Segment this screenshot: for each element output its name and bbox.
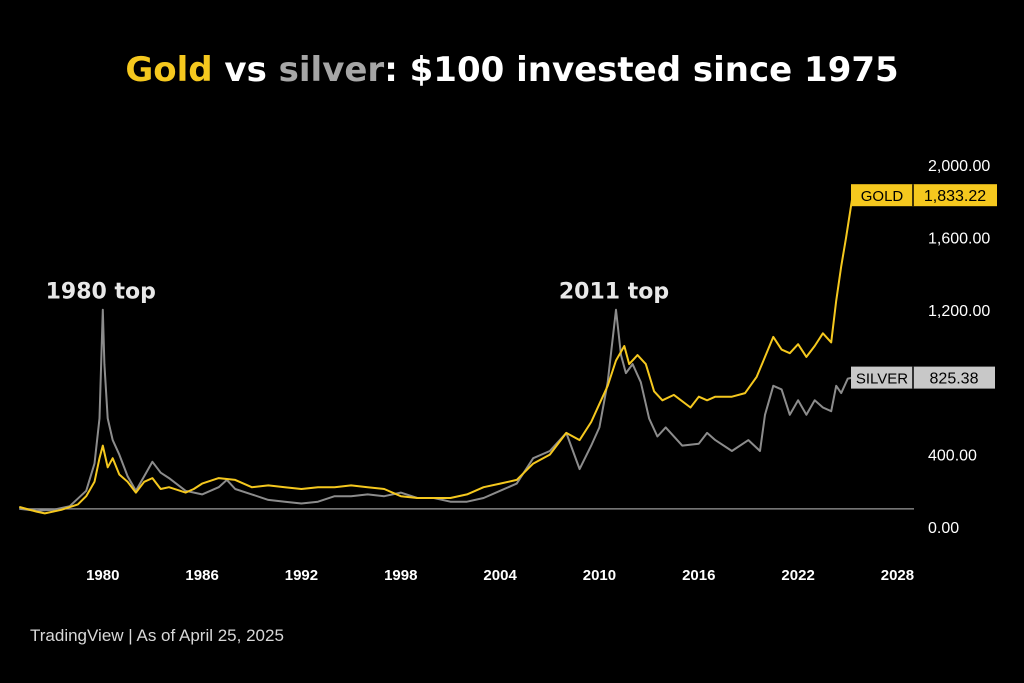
x-tick-label: 2028 [881,567,914,584]
series-tag-name-silver: SILVER [856,371,908,388]
series-tag-name-box-silver [851,366,913,389]
x-tick-label: 2004 [483,567,517,584]
series-tag-name-box-gold [851,184,913,207]
x-tick-label: 2016 [682,567,715,584]
annotation-label: 1980 top [46,279,156,304]
title-vs: vs [212,50,279,90]
title-rest: : $100 invested since 1975 [384,50,899,90]
annotation-label: 2011 top [559,279,669,304]
x-tick-label: 2010 [583,567,616,584]
y-tick-label: 400.00 [928,448,977,465]
y-tick-label: 1,200.00 [928,303,990,320]
chart-title: Gold vs silver: $100 invested since 1975 [0,50,1024,90]
source-footer: TradingView | As of April 25, 2025 [30,626,284,645]
x-tick-label: 1980 [86,567,119,584]
y-tick-label: 2,000.00 [928,158,990,175]
series-tag-value-box-gold [913,184,997,207]
series-tag-value-silver: 825.38 [930,371,979,388]
x-tick-label: 1986 [185,567,218,584]
title-gold-word: Gold [125,50,213,90]
series-tag-name-gold: GOLD [861,188,904,205]
series-line-silver [19,308,854,512]
y-tick-label: 0.00 [928,520,959,537]
series-tag-value-box-silver [913,366,995,389]
x-tick-label: 1992 [285,567,318,584]
series-tag-value-gold: 1,833.22 [924,188,986,205]
series-line-gold [19,194,854,515]
y-tick-label: 1,600.00 [928,230,990,247]
x-tick-label: 1998 [384,567,417,584]
x-tick-label: 2022 [781,567,814,584]
title-silver-word: silver [278,50,385,90]
